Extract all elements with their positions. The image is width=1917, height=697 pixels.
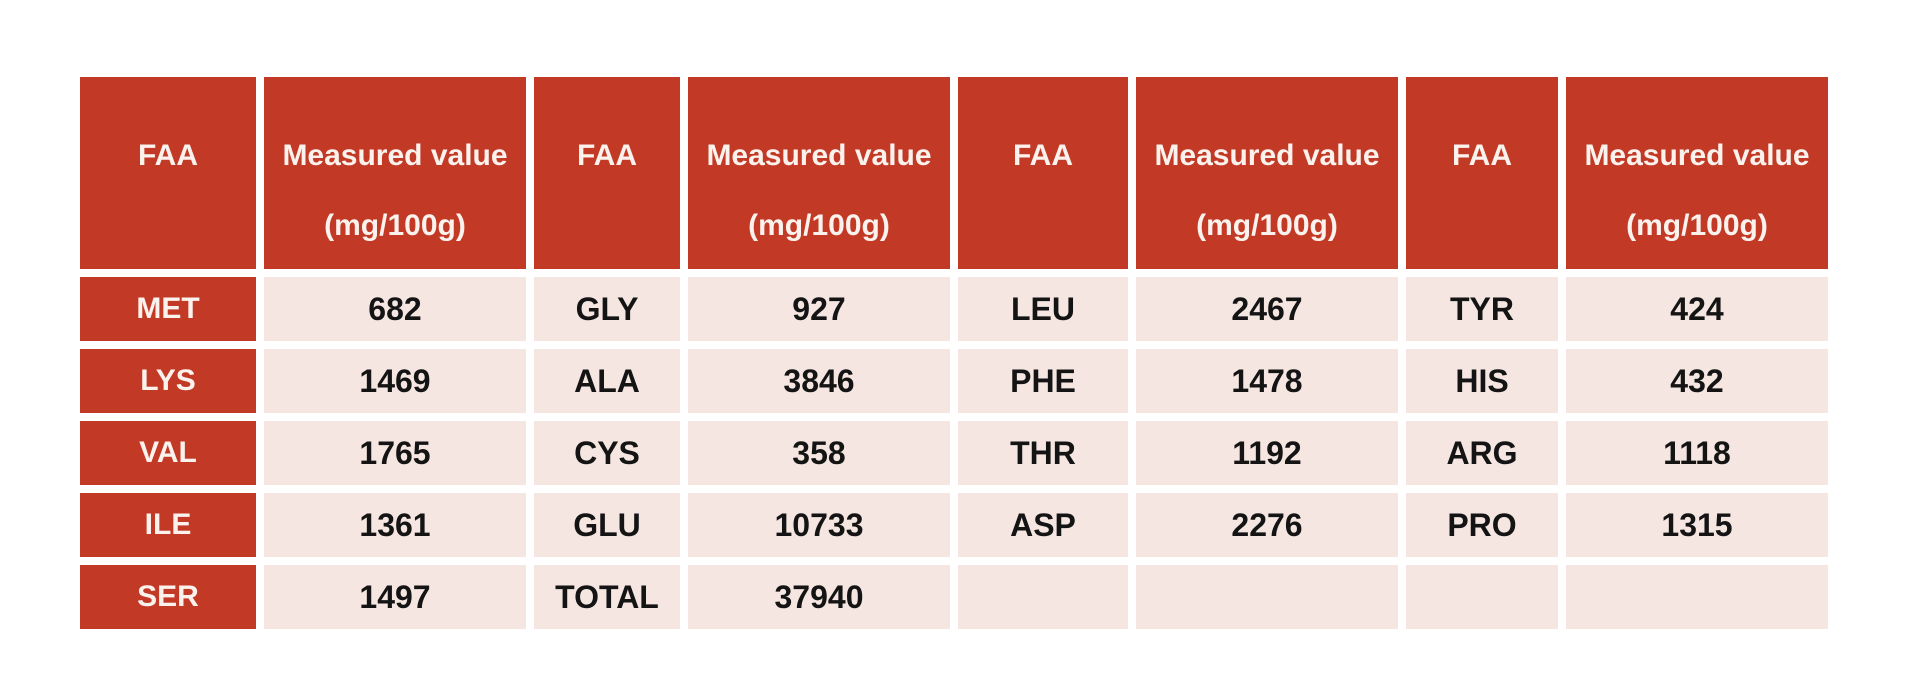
value-cell: 2467 xyxy=(1136,277,1398,341)
header-value-label: Measured value xyxy=(282,139,508,172)
header-faa-cell: FAA xyxy=(958,77,1128,269)
value-cell: 10733 xyxy=(688,493,950,557)
row-label-cell: VAL xyxy=(80,421,256,485)
row-label-cell: MET xyxy=(80,277,256,341)
faa-cell: LEU xyxy=(958,277,1128,341)
row-label-cell: LYS xyxy=(80,349,256,413)
header-value-unit: (mg/100g) xyxy=(1196,209,1338,242)
value-cell: 1118 xyxy=(1566,421,1828,485)
header-value-label: Measured value xyxy=(706,139,932,172)
table-row: LYS 1469 ALA 3846 PHE 1478 HIS 432 xyxy=(80,349,1828,413)
faa-cell: TYR xyxy=(1406,277,1558,341)
header-faa-spacer xyxy=(80,191,256,261)
header-value-label: Measured value xyxy=(1584,139,1810,172)
faa-cell: THR xyxy=(958,421,1128,485)
table-row: ILE 1361 GLU 10733 ASP 2276 PRO 1315 xyxy=(80,493,1828,557)
row-label-cell: SER xyxy=(80,565,256,629)
value-cell: 432 xyxy=(1566,349,1828,413)
value-cell: 37940 xyxy=(688,565,950,629)
header-faa-label: FAA xyxy=(1013,139,1073,172)
table-row: SER 1497 TOTAL 37940 xyxy=(80,565,1828,629)
row-label-cell: ILE xyxy=(80,493,256,557)
header-value-cell: Measured value (mg/100g) xyxy=(1566,77,1828,269)
value-cell: 1192 xyxy=(1136,421,1398,485)
value-cell: 1315 xyxy=(1566,493,1828,557)
header-faa-cell: FAA xyxy=(1406,77,1558,269)
value-cell: 2276 xyxy=(1136,493,1398,557)
value-cell xyxy=(1566,565,1828,629)
faa-cell: ARG xyxy=(1406,421,1558,485)
faa-cell: GLY xyxy=(534,277,680,341)
header-value-unit: (mg/100g) xyxy=(748,209,890,242)
value-cell: 1361 xyxy=(264,493,526,557)
header-faa-spacer xyxy=(534,191,680,261)
header-faa-spacer xyxy=(1406,191,1558,261)
value-cell: 358 xyxy=(688,421,950,485)
header-faa-label: FAA xyxy=(1452,139,1512,172)
header-value-label: Measured value xyxy=(1154,139,1380,172)
header-faa-cell: FAA xyxy=(80,77,256,269)
header-value-cell: Measured value (mg/100g) xyxy=(1136,77,1398,269)
value-cell: 1497 xyxy=(264,565,526,629)
header-row: FAA Measured value (mg/100g) FAA Measured… xyxy=(80,77,1828,269)
header-value-cell: Measured value (mg/100g) xyxy=(688,77,950,269)
value-cell: 424 xyxy=(1566,277,1828,341)
value-cell: 3846 xyxy=(688,349,950,413)
faa-cell: ALA xyxy=(534,349,680,413)
header-value-unit: (mg/100g) xyxy=(324,209,466,242)
value-cell: 1469 xyxy=(264,349,526,413)
faa-cell xyxy=(958,565,1128,629)
faa-cell: CYS xyxy=(534,421,680,485)
header-faa-label: FAA xyxy=(577,139,637,172)
value-cell: 682 xyxy=(264,277,526,341)
faa-cell: HIS xyxy=(1406,349,1558,413)
value-cell: 927 xyxy=(688,277,950,341)
faa-cell: GLU xyxy=(534,493,680,557)
value-cell: 1765 xyxy=(264,421,526,485)
faa-table: FAA Measured value (mg/100g) FAA Measured… xyxy=(72,69,1836,637)
header-value-unit: (mg/100g) xyxy=(1626,209,1768,242)
header-faa-label: FAA xyxy=(138,139,198,172)
value-cell xyxy=(1136,565,1398,629)
faa-cell: TOTAL xyxy=(534,565,680,629)
header-value-cell: Measured value (mg/100g) xyxy=(264,77,526,269)
value-cell: 1478 xyxy=(1136,349,1398,413)
faa-cell: PHE xyxy=(958,349,1128,413)
header-faa-spacer xyxy=(958,191,1128,261)
table-row: VAL 1765 CYS 358 THR 1192 ARG 1118 xyxy=(80,421,1828,485)
table-row: MET 682 GLY 927 LEU 2467 TYR 424 xyxy=(80,277,1828,341)
header-faa-cell: FAA xyxy=(534,77,680,269)
faa-cell: PRO xyxy=(1406,493,1558,557)
faa-cell xyxy=(1406,565,1558,629)
faa-cell: ASP xyxy=(958,493,1128,557)
